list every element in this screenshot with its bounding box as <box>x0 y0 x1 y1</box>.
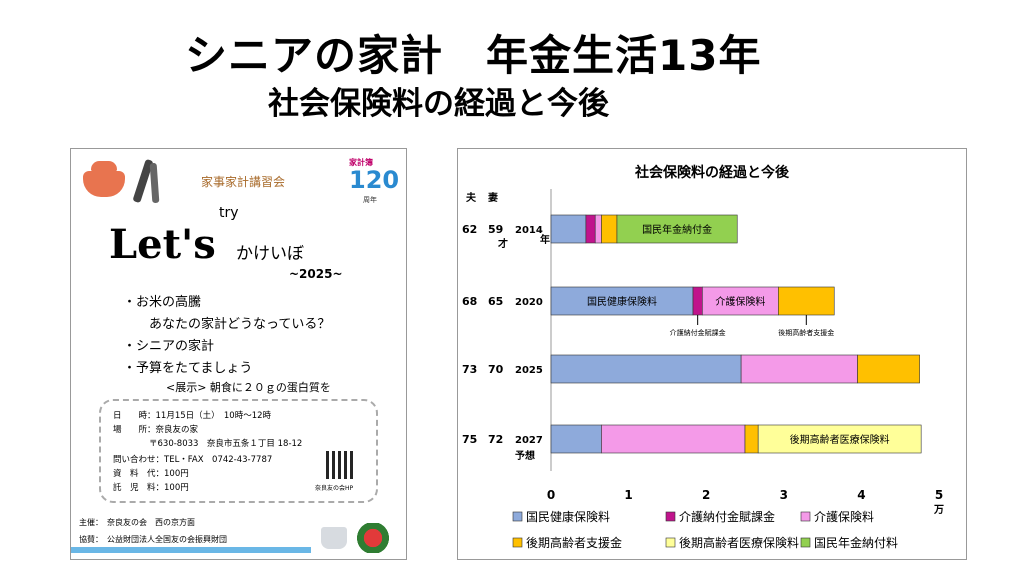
bar-segment <box>550 214 587 244</box>
try-text: try <box>219 205 239 221</box>
bar-segment <box>857 354 920 384</box>
bullet-item: ・シニアの家計 <box>123 339 215 354</box>
qr-note: 奈良友の会HP <box>315 485 354 492</box>
husband-age: 75 <box>462 433 477 446</box>
info-material: 資 料 代：100円 <box>113 469 189 479</box>
bar-label: 国民健康保険料 <box>587 295 657 308</box>
legend-swatch <box>800 537 811 548</box>
flower-icon <box>356 523 390 553</box>
info-date: 日 時：11月15日（土） 10時～12時 <box>113 411 272 421</box>
info-tuition: 託 児 料：100円 <box>113 483 189 493</box>
wife-age: 70 <box>488 363 504 376</box>
bar-segment <box>550 354 742 384</box>
x-tick-label: 1 <box>624 488 632 502</box>
info-address: 〒630-8033 奈良市五条１丁目 18-12 <box>149 439 303 449</box>
bar-label: 後期高齢者医療保険料 <box>790 433 890 446</box>
chart-title: 社会保険料の経過と今後 <box>634 164 790 181</box>
annotation-label: 後期高齢者支援金 <box>778 328 834 337</box>
wife-age: 59 <box>488 223 503 236</box>
bar-segment <box>550 424 602 454</box>
bar-segment <box>757 424 922 454</box>
qr-code-icon <box>326 451 354 479</box>
bar-segment <box>778 286 835 316</box>
x-tick-label: 2 <box>702 488 710 502</box>
bullet-item: あなたの家計どうなっている？ <box>149 317 331 332</box>
x-unit-label: 万 <box>933 504 944 516</box>
assist-text: 協賛： 公益財団法人全国友の会振興財団 <box>79 535 227 544</box>
year-label: 2027 <box>515 435 543 446</box>
year-label: 2020 <box>515 297 543 308</box>
lets-heading: Let's <box>109 221 216 268</box>
bar-segment <box>692 286 703 316</box>
bullet-item: ・予算をたてましょう <box>123 361 253 376</box>
husband-age: 68 <box>462 295 477 308</box>
x-tick-label: 3 <box>780 488 788 502</box>
bar-segment <box>585 214 596 244</box>
pot-lid-icon <box>91 161 117 171</box>
legend-swatch <box>512 511 523 522</box>
anniversary-badge: 家計簿 120 周年 <box>341 157 399 207</box>
bar-segment <box>616 214 738 244</box>
bar-label: 国民年金納付金 <box>642 223 712 236</box>
event-info-box: 日 時：11月15日（土） 10時～12時 場 所：奈良友の家 〒630-803… <box>99 399 378 503</box>
husband-age: 62 <box>462 223 477 236</box>
legend-swatch <box>512 537 523 548</box>
bar-segment <box>550 286 694 316</box>
legend-label: 後期高齢者支援金 <box>526 535 622 550</box>
mug-icon <box>321 527 347 549</box>
exhibit-text: <展示> 朝食に２０ｇの蛋白質を <box>166 381 331 394</box>
host-text: 主催： 奈良友の会 西の京方面 <box>79 518 195 527</box>
age-unit: 才 <box>498 237 508 250</box>
legend-label: 介護保険料 <box>814 509 874 524</box>
legend-swatch <box>665 511 676 522</box>
bar-segment <box>601 424 746 454</box>
legend-swatch <box>665 537 676 548</box>
year-label: 2014 <box>515 225 543 236</box>
seminar-flyer: 家事家計講習会 家計簿 120 周年 Let's try かけいぼ ~2025~… <box>70 148 407 560</box>
flyer-year: ~2025~ <box>289 267 343 281</box>
legend-label: 後期高齢者医療保険料 <box>679 535 799 550</box>
legend-label: 国民健康保険料 <box>526 509 610 524</box>
legend-label: 国民年金納付料 <box>814 535 898 550</box>
bar-segment <box>601 214 618 244</box>
wife-age: 72 <box>488 433 503 446</box>
husband-header: 夫 <box>465 191 477 204</box>
legend-swatch <box>800 511 811 522</box>
bar-label: 介護保険料 <box>715 295 765 308</box>
x-tick-label: 5 <box>935 488 943 502</box>
page-title: シニアの家計 年金生活13年 <box>185 31 762 80</box>
ladle-icon <box>149 162 160 204</box>
year-suffix: 年 <box>540 233 550 246</box>
bar-segment <box>744 424 759 454</box>
badge-bottom-text: 周年 <box>363 196 377 204</box>
badge-number: 120 <box>349 166 400 194</box>
kakeibo-text: かけいぼ <box>236 244 304 264</box>
page-subtitle: 社会保険料の経過と今後 <box>268 86 609 122</box>
annotation-label: 介護納付金賦課金 <box>670 328 726 337</box>
bullet-item: ・お米の高騰 <box>123 295 202 310</box>
seminar-title: 家事家計講習会 <box>201 175 286 189</box>
x-tick-label: 4 <box>857 488 865 502</box>
badge-top-text: 家計簿 <box>349 158 373 167</box>
decorative-stripe <box>71 547 311 553</box>
husband-age: 73 <box>462 363 477 376</box>
legend-label: 介護納付金賦課金 <box>679 509 775 524</box>
year-label: 2025 <box>515 365 543 376</box>
insurance-chart: 社会保険料の経過と今後夫妻 62 59 才 2014 年 68 65 2020 73 70 2025 7… <box>457 148 967 560</box>
info-place: 場 所：奈良友の家 <box>113 425 199 435</box>
wife-age: 65 <box>488 295 503 308</box>
info-contact: 問い合わせ：TEL・FAX 0742-43-7787 <box>113 455 273 465</box>
year-note: 予想 <box>515 449 535 462</box>
x-tick-label: 0 <box>547 488 555 502</box>
bar-segment <box>594 214 602 244</box>
wife-header: 妻 <box>488 191 498 204</box>
bar-segment <box>740 354 858 384</box>
pot-icon <box>83 171 125 197</box>
